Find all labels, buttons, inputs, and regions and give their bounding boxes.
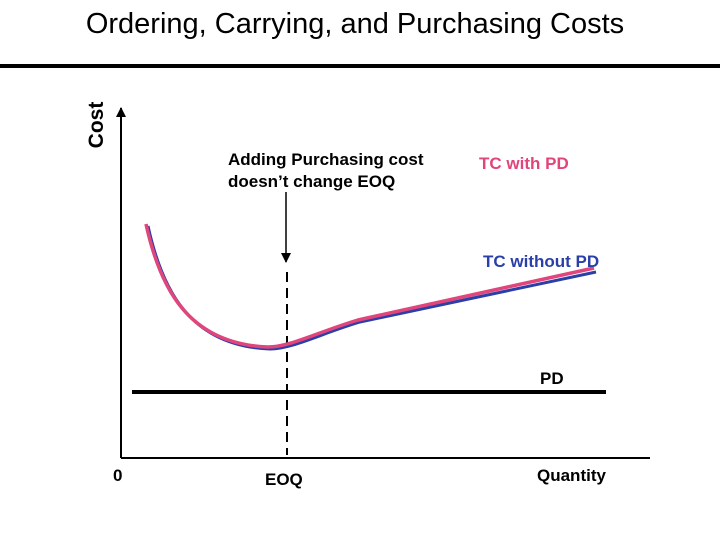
origin-label: 0	[113, 466, 123, 485]
eoq-label: EOQ	[265, 470, 303, 489]
pd-label: PD	[540, 369, 564, 388]
annotation-line-2: doesn’t change EOQ	[228, 172, 396, 191]
tc-with-pd-label: TC with PD	[479, 154, 569, 173]
title-divider	[0, 64, 720, 68]
tc-with-pd-curve	[144, 223, 595, 349]
annotation-line-1: Adding Purchasing cost	[228, 150, 424, 169]
chart-title: Ordering, Carrying, and Purchasing Costs	[85, 8, 625, 40]
annotation-text: Adding Purchasing cost doesn’t change EO…	[228, 149, 424, 193]
tc-without-pd-curve	[146, 225, 597, 351]
x-axis-label: Quantity	[537, 466, 606, 485]
tc-without-pd-label: TC without PD	[483, 252, 600, 271]
